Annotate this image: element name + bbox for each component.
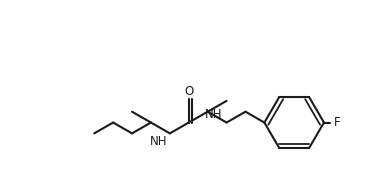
Text: NH: NH [150, 135, 168, 148]
Text: O: O [184, 85, 194, 98]
Text: F: F [334, 116, 340, 129]
Text: NH: NH [205, 108, 223, 121]
